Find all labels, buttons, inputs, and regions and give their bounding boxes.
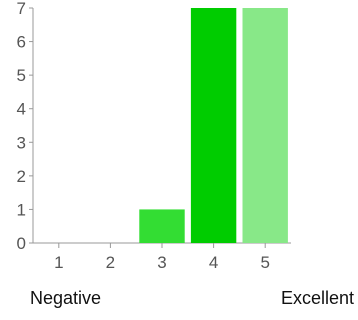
scale-high-label: Excellent bbox=[280, 288, 354, 308]
y-tick-label: 0 bbox=[17, 234, 26, 253]
y-tick-label: 4 bbox=[17, 100, 26, 119]
x-tick-label: 4 bbox=[209, 253, 218, 272]
bar-5 bbox=[242, 8, 288, 243]
y-tick-label: 7 bbox=[17, 0, 26, 18]
x-tick-label: 2 bbox=[106, 253, 115, 272]
y-tick-label: 3 bbox=[17, 133, 26, 152]
scale-low-label: Negative bbox=[30, 288, 102, 308]
x-tick-label: 5 bbox=[260, 253, 269, 272]
y-tick-label: 2 bbox=[17, 167, 26, 186]
x-tick-label: 3 bbox=[157, 253, 166, 272]
y-tick-label: 6 bbox=[17, 33, 26, 52]
bar-4 bbox=[190, 8, 237, 243]
y-tick-label: 1 bbox=[17, 200, 26, 219]
y-tick-label: 5 bbox=[17, 66, 26, 85]
x-tick-label: 1 bbox=[54, 253, 63, 272]
bar-3 bbox=[139, 209, 185, 243]
